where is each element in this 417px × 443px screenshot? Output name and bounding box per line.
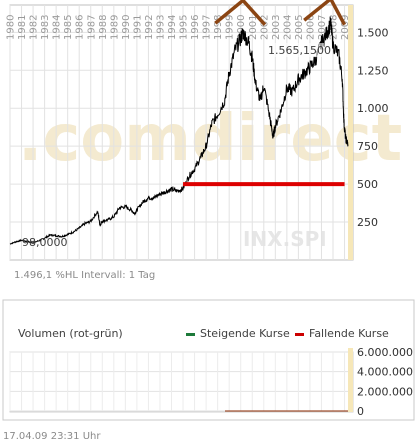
legend-rising-swatch (186, 333, 195, 336)
volume-panel (2, 299, 415, 421)
x-tick-label: 2005 (294, 15, 305, 40)
x-tick-label: 1999 (225, 15, 236, 40)
grid (9, 5, 348, 260)
x-tick-label: 1985 (63, 15, 74, 40)
x-tick-label: 1983 (40, 15, 51, 40)
x-tick-label: 2004 (282, 15, 293, 40)
x-tick-label: 2003 (271, 15, 282, 40)
x-tick-label: 1990 (121, 15, 132, 40)
y-axis-ticks: 250 500 750 1.000 1.250 1.500 (357, 26, 389, 229)
x-tick-label: 1981 (17, 15, 28, 40)
watermark-symbol: INX.SPI (243, 227, 327, 251)
x-tick-label: 1987 (86, 15, 97, 40)
volume-recent-highlight (348, 348, 353, 412)
x-tick-label: 2008 (329, 15, 340, 40)
recent-highlight (348, 5, 353, 260)
y-tick-label: 1.250 (357, 64, 389, 77)
x-tick-label: 2000 (236, 15, 247, 40)
x-tick-label: 1980 (6, 15, 17, 40)
legend-falling-label: Fallende Kurse (309, 327, 389, 340)
x-tick-label: 1996 (190, 15, 201, 40)
x-tick-label: 1998 (213, 15, 224, 40)
volume-title: Volumen (rot-grün) (18, 327, 123, 340)
x-tick-label: 1989 (109, 15, 120, 40)
volume-y-tick-label: 0 (357, 405, 364, 418)
x-tick-label: 1994 (167, 15, 178, 40)
x-axis-ticks: 1980 1981 1982 1983 1984 1985 1986 1987 1988 1989… (6, 15, 352, 40)
y-tick-label: 1.000 (357, 102, 389, 115)
volume-y-tick-label: 4.000.000 (357, 366, 413, 379)
x-tick-label: 2001 (248, 15, 259, 40)
peak-marker-1 (214, 0, 267, 26)
y-tick-label: 1.500 (357, 26, 389, 39)
x-tick-label: 1982 (29, 15, 40, 40)
x-tick-label: 1991 (132, 15, 143, 40)
y-tick-label: 750 (357, 140, 378, 153)
y-tick-label: 250 (357, 216, 378, 229)
x-tick-label: 1995 (179, 15, 190, 40)
volume-y-tick-label: 2.000.000 (357, 385, 413, 398)
x-tick-label: 1997 (202, 15, 213, 40)
volume-y-tick-label: 6.000.000 (357, 346, 413, 359)
interval-info: 1.496,1 %HL Intervall: 1 Tag (14, 270, 155, 281)
volume-y-ticks: 0 2.000.000 4.000.000 6.000.000 (357, 346, 413, 418)
x-tick-label: 2006 (305, 15, 316, 40)
volume-grid (9, 351, 348, 412)
footer-timestamp: 17.04.09 23:31 Uhr (3, 431, 101, 442)
watermark-text: .comdirect (18, 102, 402, 176)
price-series-line (9, 16, 349, 245)
x-tick-label: 1992 (144, 15, 155, 40)
x-tick-label: 1993 (155, 15, 166, 40)
watermark: .comdirect INX.SPI (18, 102, 402, 251)
high-value-label: 1.565,1500 (268, 44, 331, 57)
legend-falling-swatch (295, 333, 304, 336)
low-value-label: 98,0000 (22, 236, 68, 249)
x-tick-label: 2009 (340, 15, 351, 40)
x-tick-label: 1988 (98, 15, 109, 40)
x-tick-label: 2002 (259, 15, 270, 40)
x-tick-label: 2007 (317, 15, 328, 40)
y-tick-label: 500 (357, 178, 378, 191)
peak-marker-2 (303, 0, 347, 26)
legend-rising-label: Steigende Kurse (200, 327, 290, 340)
x-tick-label: 1986 (75, 15, 86, 40)
x-tick-label: 1984 (52, 15, 63, 40)
